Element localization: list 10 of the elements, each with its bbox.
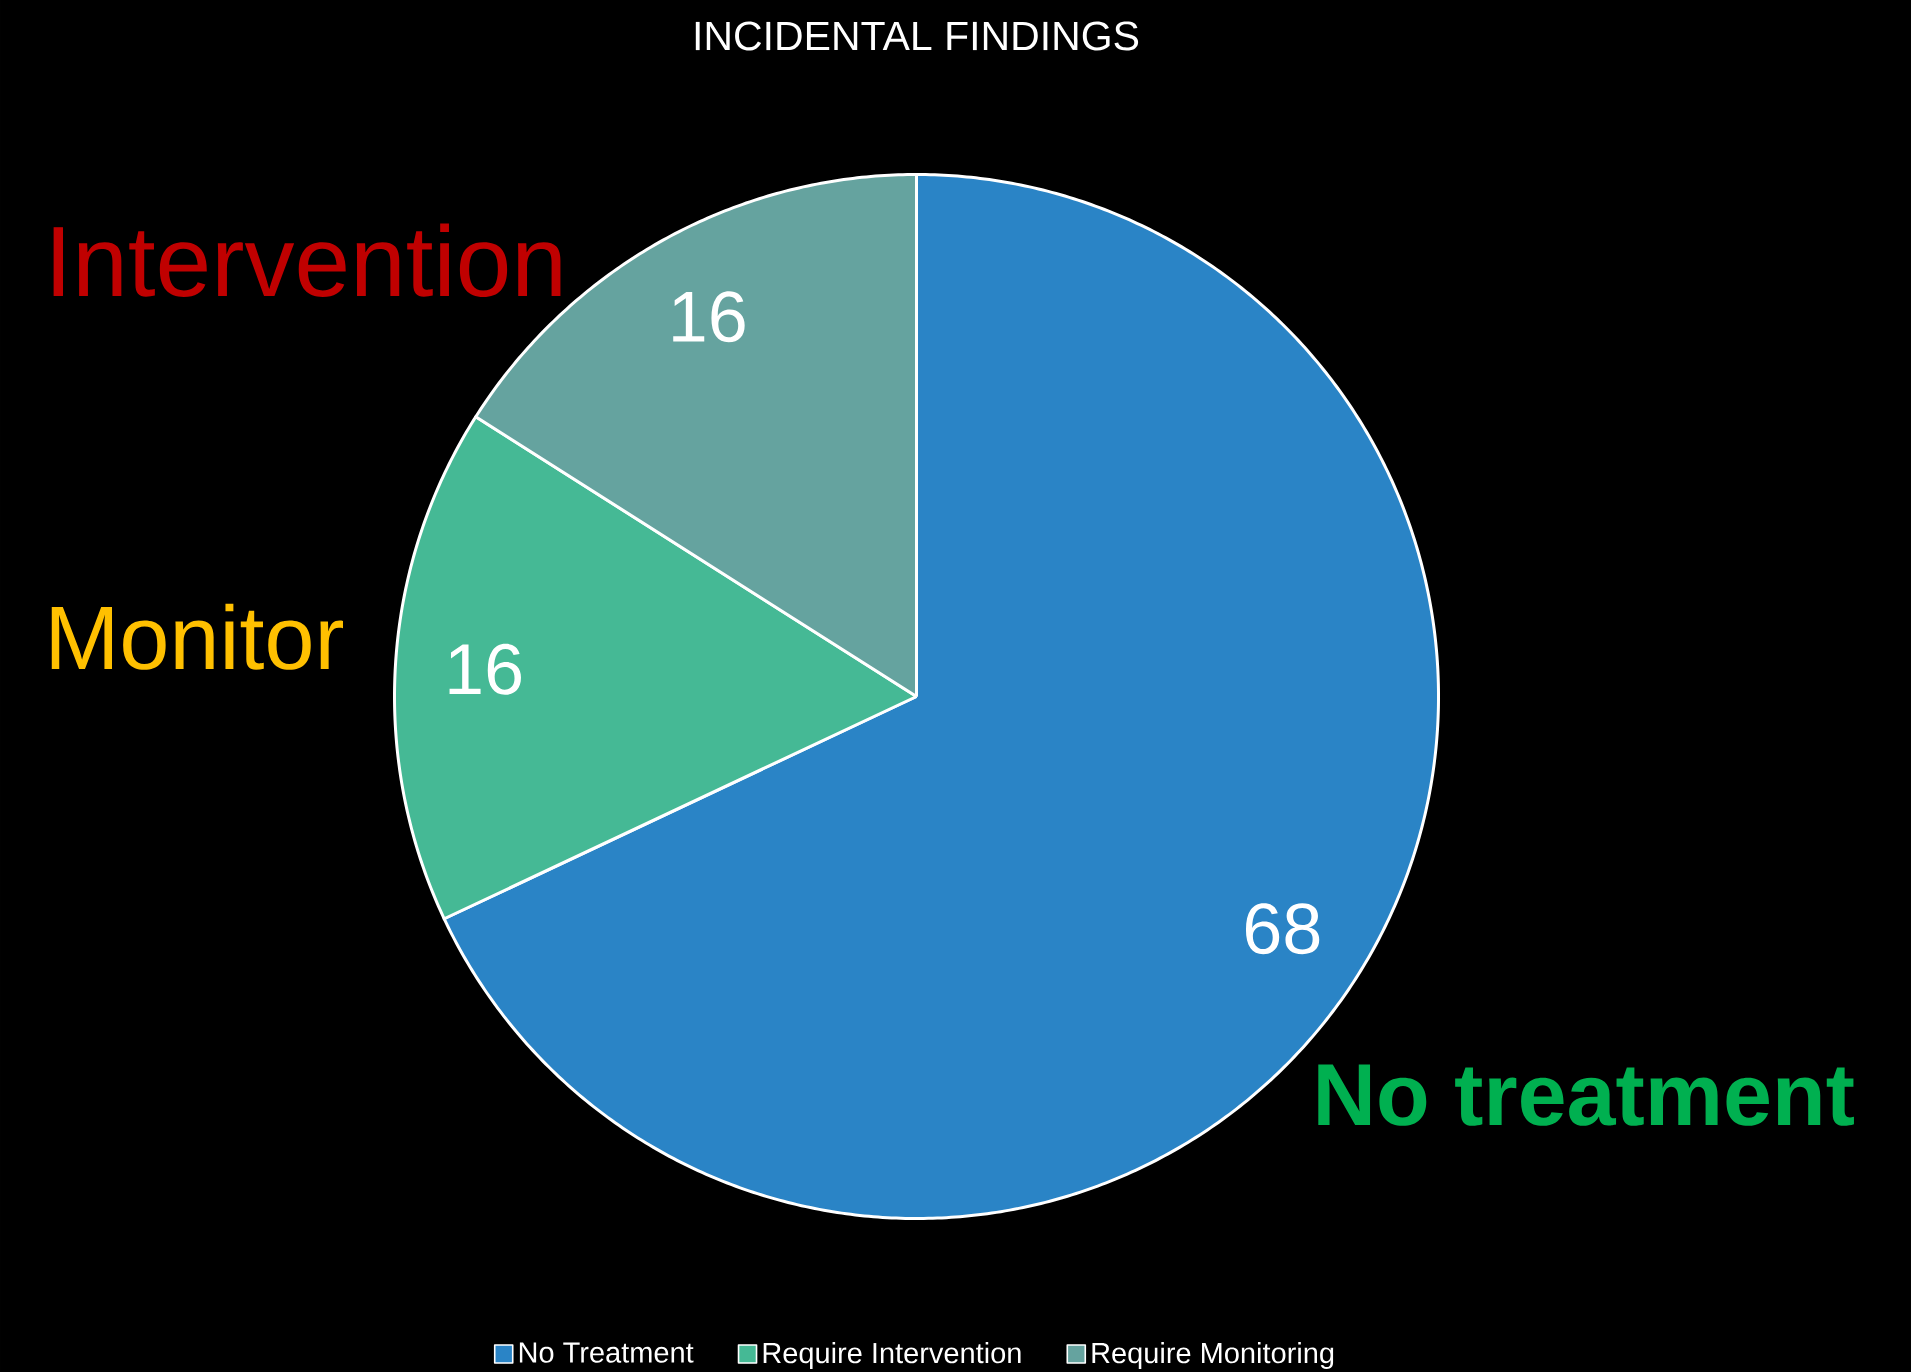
- text: Monitor: [51, 603, 343, 670]
- legend-label: No Treatment: [519, 1342, 694, 1363]
- legend-label: Require Intervention: [763, 1341, 1021, 1370]
- data-label: 16: [673, 291, 745, 343]
- data-label: 68: [1245, 903, 1320, 955]
- text: No treatment: [1318, 1064, 1854, 1126]
- legend-label: Require Monitoring: [1092, 1341, 1334, 1370]
- chart-title: INCIDENTAL FINDINGS: [695, 21, 1139, 51]
- text: Intervention: [53, 223, 561, 297]
- data-label: 16: [449, 643, 521, 695]
